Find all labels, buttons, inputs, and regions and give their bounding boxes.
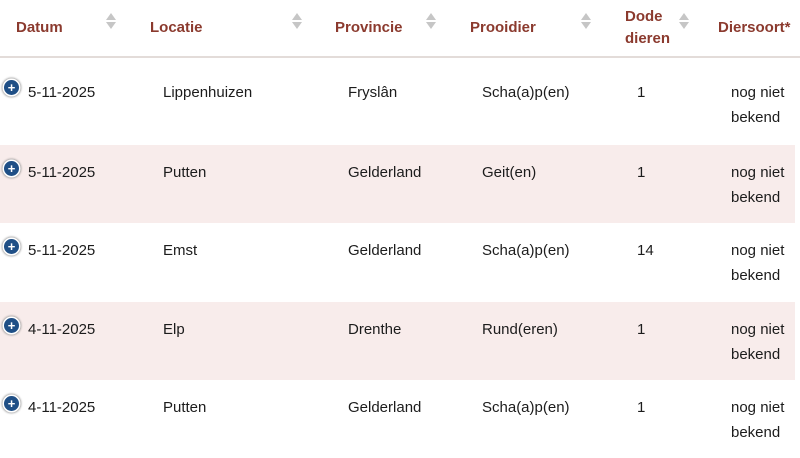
cell-locatie: Lippenhuizen bbox=[163, 84, 253, 101]
diersoort-line2: bekend bbox=[731, 424, 781, 441]
cell-prooidier: Rund(eren) bbox=[482, 321, 558, 338]
table-row: + 5-11-2025 Emst Gelderland Scha(a)p(en)… bbox=[0, 223, 795, 302]
sort-icon[interactable] bbox=[106, 11, 116, 31]
cell-datum: 4-11-2025 bbox=[28, 399, 96, 416]
table-row: + 5-11-2025 Putten Gelderland Geit(en) 1… bbox=[0, 145, 795, 223]
column-label: Diersoort* bbox=[718, 19, 791, 36]
cell-dode-dieren: 1 bbox=[637, 321, 646, 338]
column-header-diersoort: Diersoort* bbox=[718, 0, 791, 56]
diersoort-line1: nog niet bbox=[731, 84, 785, 101]
table-row: + 5-11-2025 Lippenhuizen Fryslân Scha(a)… bbox=[0, 58, 795, 145]
column-header-locatie[interactable]: Locatie bbox=[150, 0, 203, 56]
column-header-dode-dieren[interactable]: Dode dieren bbox=[625, 0, 670, 56]
cell-provincie: Gelderland bbox=[348, 242, 422, 259]
sort-icon[interactable] bbox=[679, 11, 689, 31]
diersoort-line1: nog niet bbox=[731, 321, 785, 338]
cell-provincie: Drenthe bbox=[348, 321, 402, 338]
diersoort-line2: bekend bbox=[731, 267, 781, 284]
diersoort-line2: bekend bbox=[731, 189, 781, 206]
cell-diersoort: nog niet bekend bbox=[731, 160, 784, 210]
plus-circle-icon[interactable]: + bbox=[4, 80, 19, 95]
cell-prooidier: Scha(a)p(en) bbox=[482, 242, 570, 259]
cell-diersoort: nog niet bekend bbox=[731, 317, 784, 367]
sort-icon[interactable] bbox=[426, 11, 436, 31]
plus-circle-icon[interactable]: + bbox=[4, 318, 19, 333]
column-label-line1: Dode bbox=[625, 8, 663, 25]
diersoort-line1: nog niet bbox=[731, 164, 785, 181]
cell-locatie: Elp bbox=[163, 321, 185, 338]
cell-dode-dieren: 1 bbox=[637, 84, 646, 101]
cell-provincie: Gelderland bbox=[348, 164, 422, 181]
cell-locatie: Putten bbox=[163, 164, 207, 181]
cell-provincie: Fryslân bbox=[348, 84, 398, 101]
cell-diersoort: nog niet bekend bbox=[731, 238, 784, 288]
cell-dode-dieren: 14 bbox=[637, 242, 654, 259]
cell-datum: 4-11-2025 bbox=[28, 321, 96, 338]
cell-prooidier: Scha(a)p(en) bbox=[482, 84, 570, 101]
cell-locatie: Emst bbox=[163, 242, 198, 259]
cell-dode-dieren: 1 bbox=[637, 164, 646, 181]
column-label: Prooidier bbox=[470, 19, 536, 36]
sort-icon[interactable] bbox=[292, 11, 302, 31]
diersoort-line1: nog niet bbox=[731, 399, 785, 416]
diersoort-line1: nog niet bbox=[731, 242, 785, 259]
column-label: Provincie bbox=[335, 19, 403, 36]
column-header-datum[interactable]: Datum bbox=[16, 0, 63, 56]
cell-diersoort: nog niet bekend bbox=[731, 395, 784, 445]
table-row: + 4-11-2025 Elp Drenthe Rund(eren) 1 nog… bbox=[0, 302, 795, 380]
plus-circle-icon[interactable]: + bbox=[4, 239, 19, 254]
column-label: Datum bbox=[16, 19, 63, 36]
sort-icon[interactable] bbox=[581, 11, 591, 31]
cell-dode-dieren: 1 bbox=[637, 399, 646, 416]
column-header-provincie[interactable]: Provincie bbox=[335, 0, 403, 56]
cell-locatie: Putten bbox=[163, 399, 207, 416]
cell-datum: 5-11-2025 bbox=[28, 242, 96, 259]
column-header-prooidier[interactable]: Prooidier bbox=[470, 0, 536, 56]
cell-datum: 5-11-2025 bbox=[28, 84, 96, 101]
column-label-line2: dieren bbox=[625, 30, 671, 47]
plus-circle-icon[interactable]: + bbox=[4, 161, 19, 176]
cell-prooidier: Geit(en) bbox=[482, 164, 537, 181]
diersoort-line2: bekend bbox=[731, 346, 781, 363]
plus-circle-icon[interactable]: + bbox=[4, 396, 19, 411]
cell-diersoort: nog niet bekend bbox=[731, 80, 784, 130]
diersoort-line2: bekend bbox=[731, 109, 781, 126]
cell-prooidier: Scha(a)p(en) bbox=[482, 399, 570, 416]
cell-provincie: Gelderland bbox=[348, 399, 422, 416]
cell-datum: 5-11-2025 bbox=[28, 164, 96, 181]
table-row: + 4-11-2025 Putten Gelderland Scha(a)p(e… bbox=[0, 380, 795, 458]
table-header: Datum Locatie Provincie Prooidier Dode d… bbox=[0, 0, 800, 58]
column-label: Locatie bbox=[150, 19, 203, 36]
